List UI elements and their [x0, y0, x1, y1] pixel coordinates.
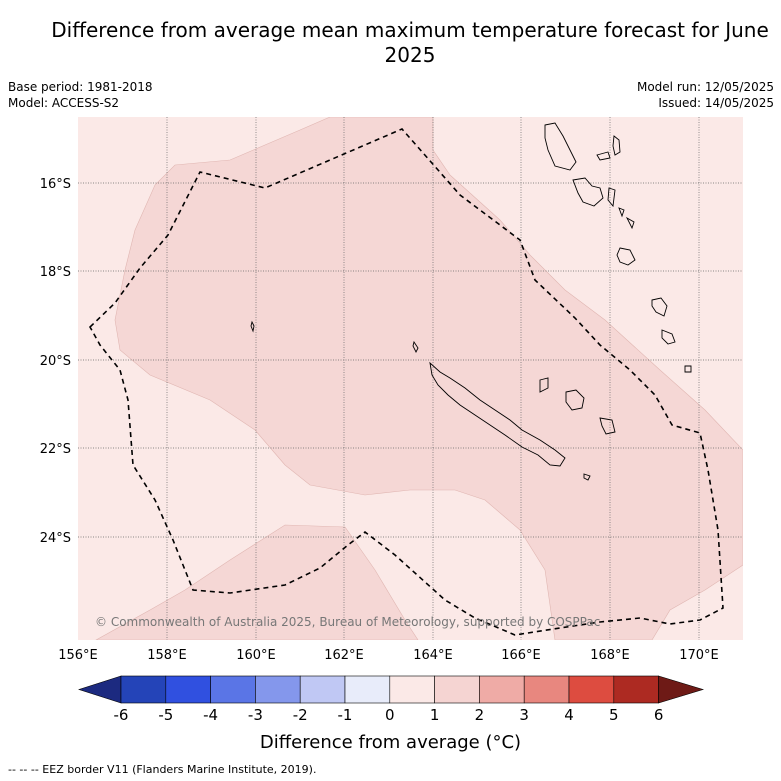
meta-right: Model run: 12/05/2025 Issued: 14/05/2025	[637, 79, 774, 111]
colorbar-tick-label: -4	[203, 706, 218, 724]
eez-border	[89, 128, 724, 636]
colorbar-tick-label: 0	[385, 706, 395, 724]
colorbar-swatch	[210, 675, 256, 704]
lon-label: 170°E	[679, 648, 719, 663]
colorbar-swatch	[255, 675, 301, 704]
lon-label: 156°E	[58, 648, 98, 663]
colorbar-tick-label: 1	[430, 706, 440, 724]
issued-date: Issued: 14/05/2025	[658, 96, 774, 110]
footnote: -- -- -- EEZ border V11 (Flanders Marine…	[8, 763, 317, 776]
model-name: Model: ACCESS-S2	[8, 96, 120, 110]
lon-label: 162°E	[324, 648, 364, 663]
lat-label: 16°S	[40, 177, 71, 192]
colorbar-swatch	[613, 675, 659, 704]
colorbar-tick-label: -5	[158, 706, 173, 724]
band-1-2-main	[114, 117, 743, 640]
colorbar-tick-label: -3	[248, 706, 263, 724]
graticule	[78, 117, 743, 640]
colorbar-tick-label: 5	[609, 706, 619, 724]
colorbar-tick-label: -1	[338, 706, 353, 724]
model-run: Model run: 12/05/2025	[636, 80, 774, 94]
base-period: Base period: 1981-2018	[8, 80, 153, 94]
copyright: © Commonwealth of Australia 2025, Bureau…	[95, 615, 600, 629]
chart-title: Difference from average mean maximum tem…	[51, 18, 769, 67]
colorbar-tick-label: 4	[564, 706, 574, 724]
colorbar-extend-low	[78, 675, 122, 704]
colorbar-extend-high	[658, 675, 705, 704]
colorbar-swatch	[299, 675, 346, 704]
colorbar: -6 -5 -4 -3 -2 -1 0 1 2 3 4 5 6	[78, 675, 705, 724]
colorbar-tick-label: 3	[519, 706, 529, 724]
colorbar-swatch	[389, 675, 435, 704]
lon-axis-labels: 156°E 158°E 160°E 162°E 164°E 166°E 168°…	[58, 648, 719, 663]
lon-label: 168°E	[590, 648, 630, 663]
lat-label: 22°S	[40, 442, 71, 457]
lat-label: 24°S	[40, 531, 71, 546]
colorbar-tick-label: 2	[475, 706, 485, 724]
colorbar-swatch	[165, 675, 211, 704]
colorbar-title: Difference from average (°C)	[259, 732, 522, 753]
lat-axis-labels: 16°S 18°S 20°S 22°S 24°S	[40, 177, 71, 546]
colorbar-swatch	[523, 675, 570, 704]
colorbar-swatch	[344, 675, 391, 704]
new-caledonia-main	[429, 361, 566, 467]
colorbar-swatch	[479, 675, 525, 704]
lat-label: 20°S	[40, 354, 71, 369]
colorbar-swatch	[120, 675, 167, 704]
meta-left: Base period: 1981-2018 Model: ACCESS-S2	[8, 79, 153, 111]
lat-label: 18°S	[40, 265, 71, 280]
colorbar-tick-label: -2	[293, 706, 308, 724]
lon-label: 164°E	[413, 648, 453, 663]
colorbar-tick-label: 6	[654, 706, 664, 724]
lon-label: 160°E	[236, 648, 276, 663]
colorbar-swatch	[568, 675, 615, 704]
colorbar-swatch	[434, 675, 480, 704]
lon-label: 166°E	[501, 648, 541, 663]
map-area: © Commonwealth of Australia 2025, Bureau…	[78, 117, 743, 640]
coastlines	[250, 122, 692, 481]
colorbar-tick-label: -6	[114, 706, 129, 724]
lon-label: 158°E	[147, 648, 187, 663]
